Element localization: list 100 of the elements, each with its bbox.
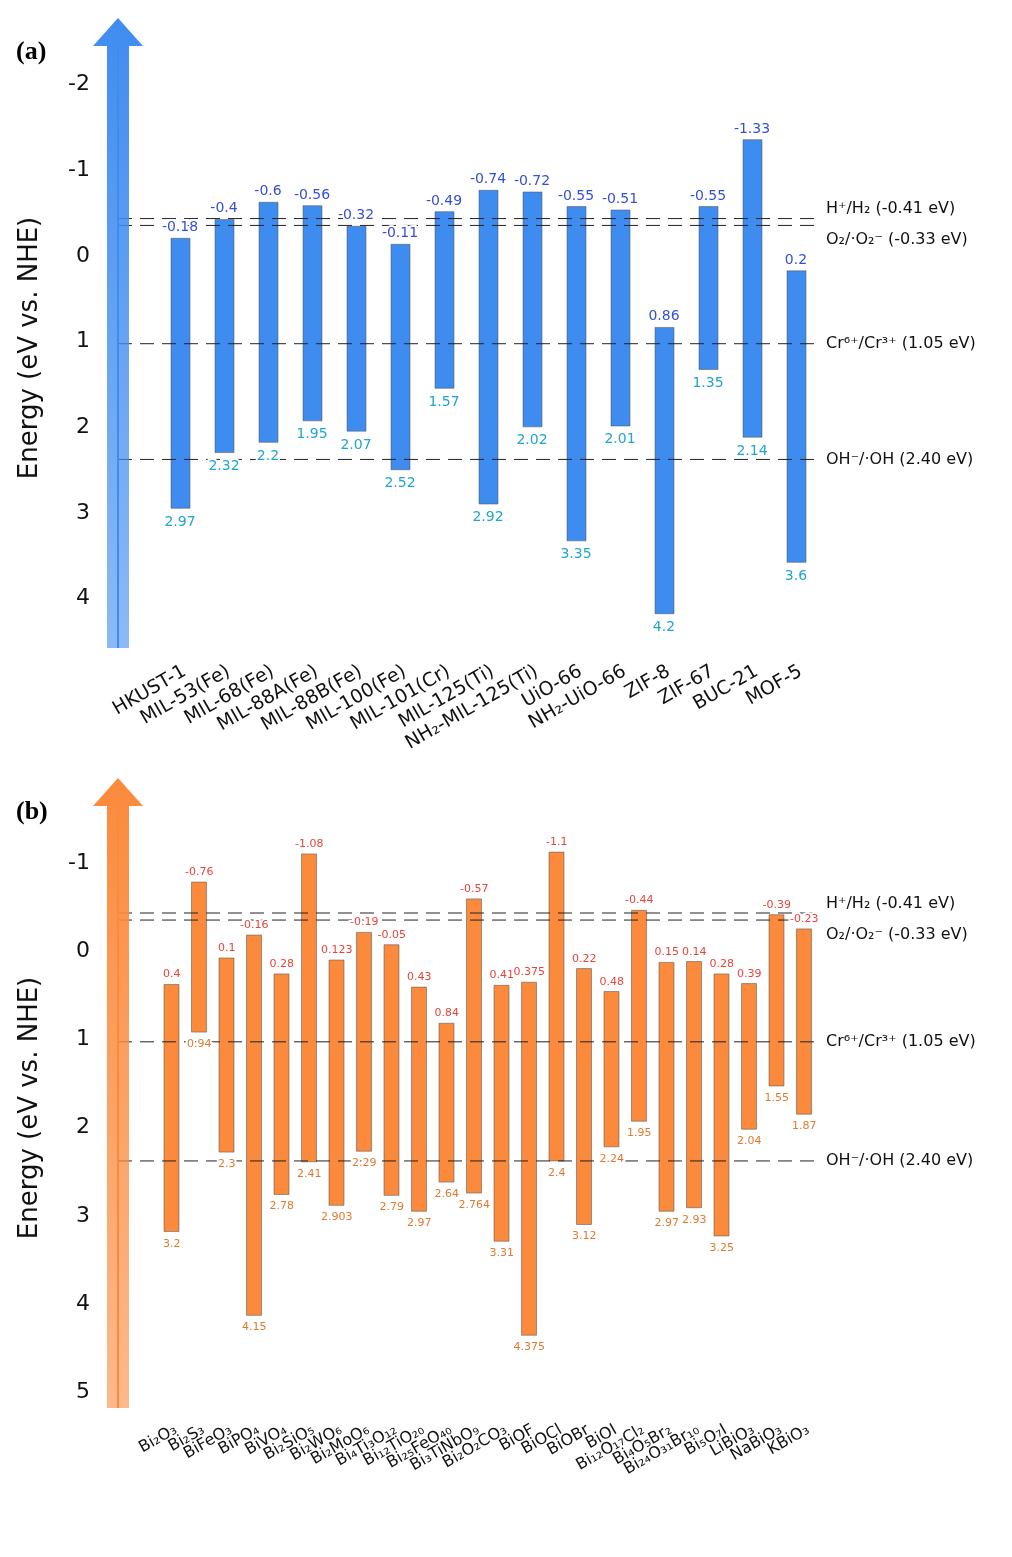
bar [493,984,510,1242]
bar [390,243,411,471]
annotation: -1.33 [733,119,771,136]
annotation: 2.14 [736,441,768,458]
bar [478,189,499,505]
annotation: -0.11 [381,224,419,241]
bar [163,983,180,1233]
annotation: 2.2 [256,446,280,463]
bar [576,968,592,1225]
annotation: 0.84 [434,1006,459,1020]
annotation: 4.2 [652,618,676,635]
annotation: 2.04 [737,1134,762,1148]
bar [434,211,455,389]
bar [548,851,565,1162]
annotation: 2.764 [458,1198,490,1212]
annotation: -0.55 [557,186,595,203]
bar [218,957,235,1153]
annotation: 2.32 [208,456,240,473]
y-axis-title: Energy (eV vs. NHE) [13,976,44,1240]
bar [302,205,323,422]
bar [521,981,537,1336]
y-tick-label: 5 [76,1378,90,1404]
annotation: 2.29 [352,1156,377,1170]
annotation: 0.15 [654,945,679,959]
annotation: 2.01 [604,430,636,447]
annotation: 4.375 [513,1340,545,1354]
annotation: 0.43 [407,970,432,984]
annotation: 2.92 [472,508,504,525]
annotation: 2.78 [269,1199,294,1213]
annotation: 0.86 [648,307,680,324]
annotation: 3.6 [784,566,808,583]
annotation: -0.76 [185,865,214,879]
annotation: -0.44 [625,893,654,907]
annotation: -0.05 [377,927,406,941]
bar [658,961,675,1212]
annotation: 2.07 [340,435,372,452]
annotation: -0.16 [240,918,269,932]
bar [466,898,482,1194]
bar [654,326,675,615]
annotation: 0.22 [572,951,597,965]
annotation: 3.35 [560,545,592,562]
bar [383,944,400,1196]
bar [603,991,620,1148]
bar [741,983,757,1130]
annotation: 1.55 [764,1090,789,1104]
bar [713,973,730,1237]
bar [273,973,290,1195]
annotation: -1.08 [295,836,324,850]
annotation: -0.6 [254,182,282,199]
bar [566,206,587,542]
annotation: 1.95 [296,425,328,442]
y-tick-label: 2 [76,1113,90,1139]
y-tick-label: -1 [68,155,90,181]
annotation: 0.1 [218,941,236,954]
annotation: 3.12 [572,1229,597,1243]
bar [522,191,543,428]
bar [191,881,207,1033]
bar [170,237,191,509]
annotation: 0.39 [737,966,762,980]
annotation: 0.28 [269,956,294,970]
ref-line-label: Cr⁶⁺/Cr³⁺ (1.05 eV) [826,333,976,353]
annotation: -0.49 [425,191,463,208]
annotation: 0.123 [321,943,353,957]
y-tick-label: 1 [76,1025,90,1051]
bar [246,934,262,1316]
bar [631,909,647,1122]
ref-line-label: O₂/·O₂⁻ (-0.33 eV) [826,923,968,943]
ref-line-label: OH⁻/·OH (2.40 eV) [826,448,974,468]
annotation: 2.52 [384,474,416,491]
y-tick-label: 2 [76,412,90,438]
bar [301,853,317,1163]
bar [796,928,812,1115]
annotation: 2.41 [297,1166,322,1180]
annotation: -0.57 [460,881,489,895]
y-axis-title: Energy (eV vs. NHE) [13,216,44,480]
annotation: -0.19 [350,915,379,929]
annotation: 0.14 [682,944,707,958]
annotation: 3.2 [163,1236,181,1250]
annotation: 0.41 [489,968,514,982]
annotation: 2.24 [599,1151,624,1165]
annotation: -0.39 [762,897,791,911]
y-tick-label: 4 [76,1289,90,1315]
y-tick-label: 0 [76,936,90,962]
annotation: 2.02 [516,431,548,448]
annotation: -0.23 [790,911,819,925]
bar [742,139,763,438]
annotation: 3.25 [709,1240,734,1254]
bar [346,225,367,432]
annotation: -1.1 [546,835,568,849]
chart-title: (a) [16,36,47,66]
annotation: 0.2 [784,250,808,267]
y-tick-label: -1 [68,848,90,874]
bar [258,201,279,443]
annotation: 0.375 [513,965,545,979]
y-tick-label: 0 [76,241,90,267]
annotation: 2.97 [654,1216,679,1230]
ref-line-label: Cr⁶⁺/Cr³⁺ (1.05 eV) [826,1031,976,1051]
annotation: 2.97 [407,1216,432,1230]
bar [356,931,372,1152]
bar [768,914,785,1087]
